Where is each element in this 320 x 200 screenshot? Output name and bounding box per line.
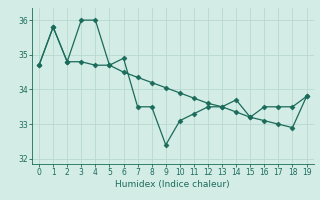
X-axis label: Humidex (Indice chaleur): Humidex (Indice chaleur) <box>116 180 230 189</box>
